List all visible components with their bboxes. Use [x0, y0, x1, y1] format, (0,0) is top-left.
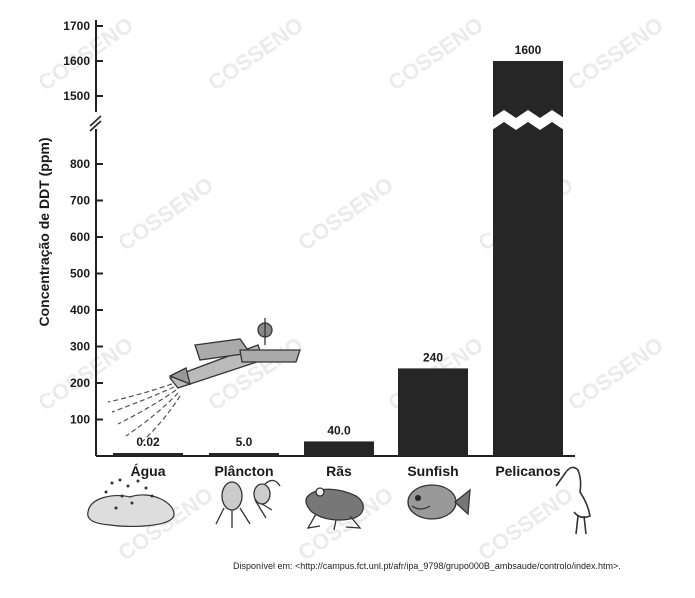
bar-sunfish [398, 368, 468, 456]
data-label: 240 [423, 350, 443, 364]
data-label: 40.0 [327, 423, 351, 437]
category-label: Água [131, 463, 166, 479]
data-label: 0.02 [136, 435, 160, 449]
watermark-text: COSSENO [383, 12, 487, 96]
bar-plâncton [209, 453, 279, 456]
fish-icon [407, 484, 471, 520]
plankton-icon [215, 479, 281, 528]
water-icon [87, 478, 175, 528]
y-tick-label: 700 [70, 194, 90, 208]
y-tick-label: 200 [70, 376, 90, 390]
airplane-icon [107, 318, 301, 445]
y-tick-label: 1700 [63, 19, 90, 33]
category-label: Rãs [326, 463, 352, 479]
category-label: Pelicanos [495, 463, 561, 479]
watermark-text: COSSENO [563, 332, 667, 416]
y-tick-label: 800 [70, 157, 90, 171]
watermark-text: COSSENO [563, 12, 667, 96]
y-tick-label: 1500 [63, 89, 90, 103]
watermark: COSSENO COSSENO COSSENO COSSENO COSSENO COSSE… [33, 12, 667, 566]
bar-rãs [304, 441, 374, 456]
watermark-text: COSSENO [113, 172, 217, 256]
source-citation: Disponível em: <http://campus.fct.unl.pt… [233, 561, 621, 571]
y-tick-label: 1600 [63, 54, 90, 68]
pelican-icon [555, 466, 591, 535]
bar-água [113, 453, 183, 456]
data-label: 1600 [515, 43, 542, 57]
y-tick-label: 100 [70, 413, 90, 427]
category-label: Plâncton [214, 463, 273, 479]
bar-pelicanos [493, 61, 563, 456]
watermark-text: COSSENO [473, 482, 577, 566]
axis-break-mark [89, 120, 102, 132]
watermark-text: COSSENO [203, 12, 307, 96]
y-tick-label: 300 [70, 340, 90, 354]
data-label: 5.0 [236, 435, 253, 449]
y-tick-label: 500 [70, 267, 90, 281]
y-tick-label: 600 [70, 230, 90, 244]
axis-break-mark [89, 115, 102, 127]
y-tick-label: 400 [70, 303, 90, 317]
category-label: Sunfish [407, 463, 458, 479]
bar-break-mark [492, 110, 564, 130]
watermark-text: COSSENO [293, 172, 397, 256]
y-axis-label: Concentração de DDT (ppm) [36, 137, 52, 326]
frog-icon [305, 487, 364, 531]
